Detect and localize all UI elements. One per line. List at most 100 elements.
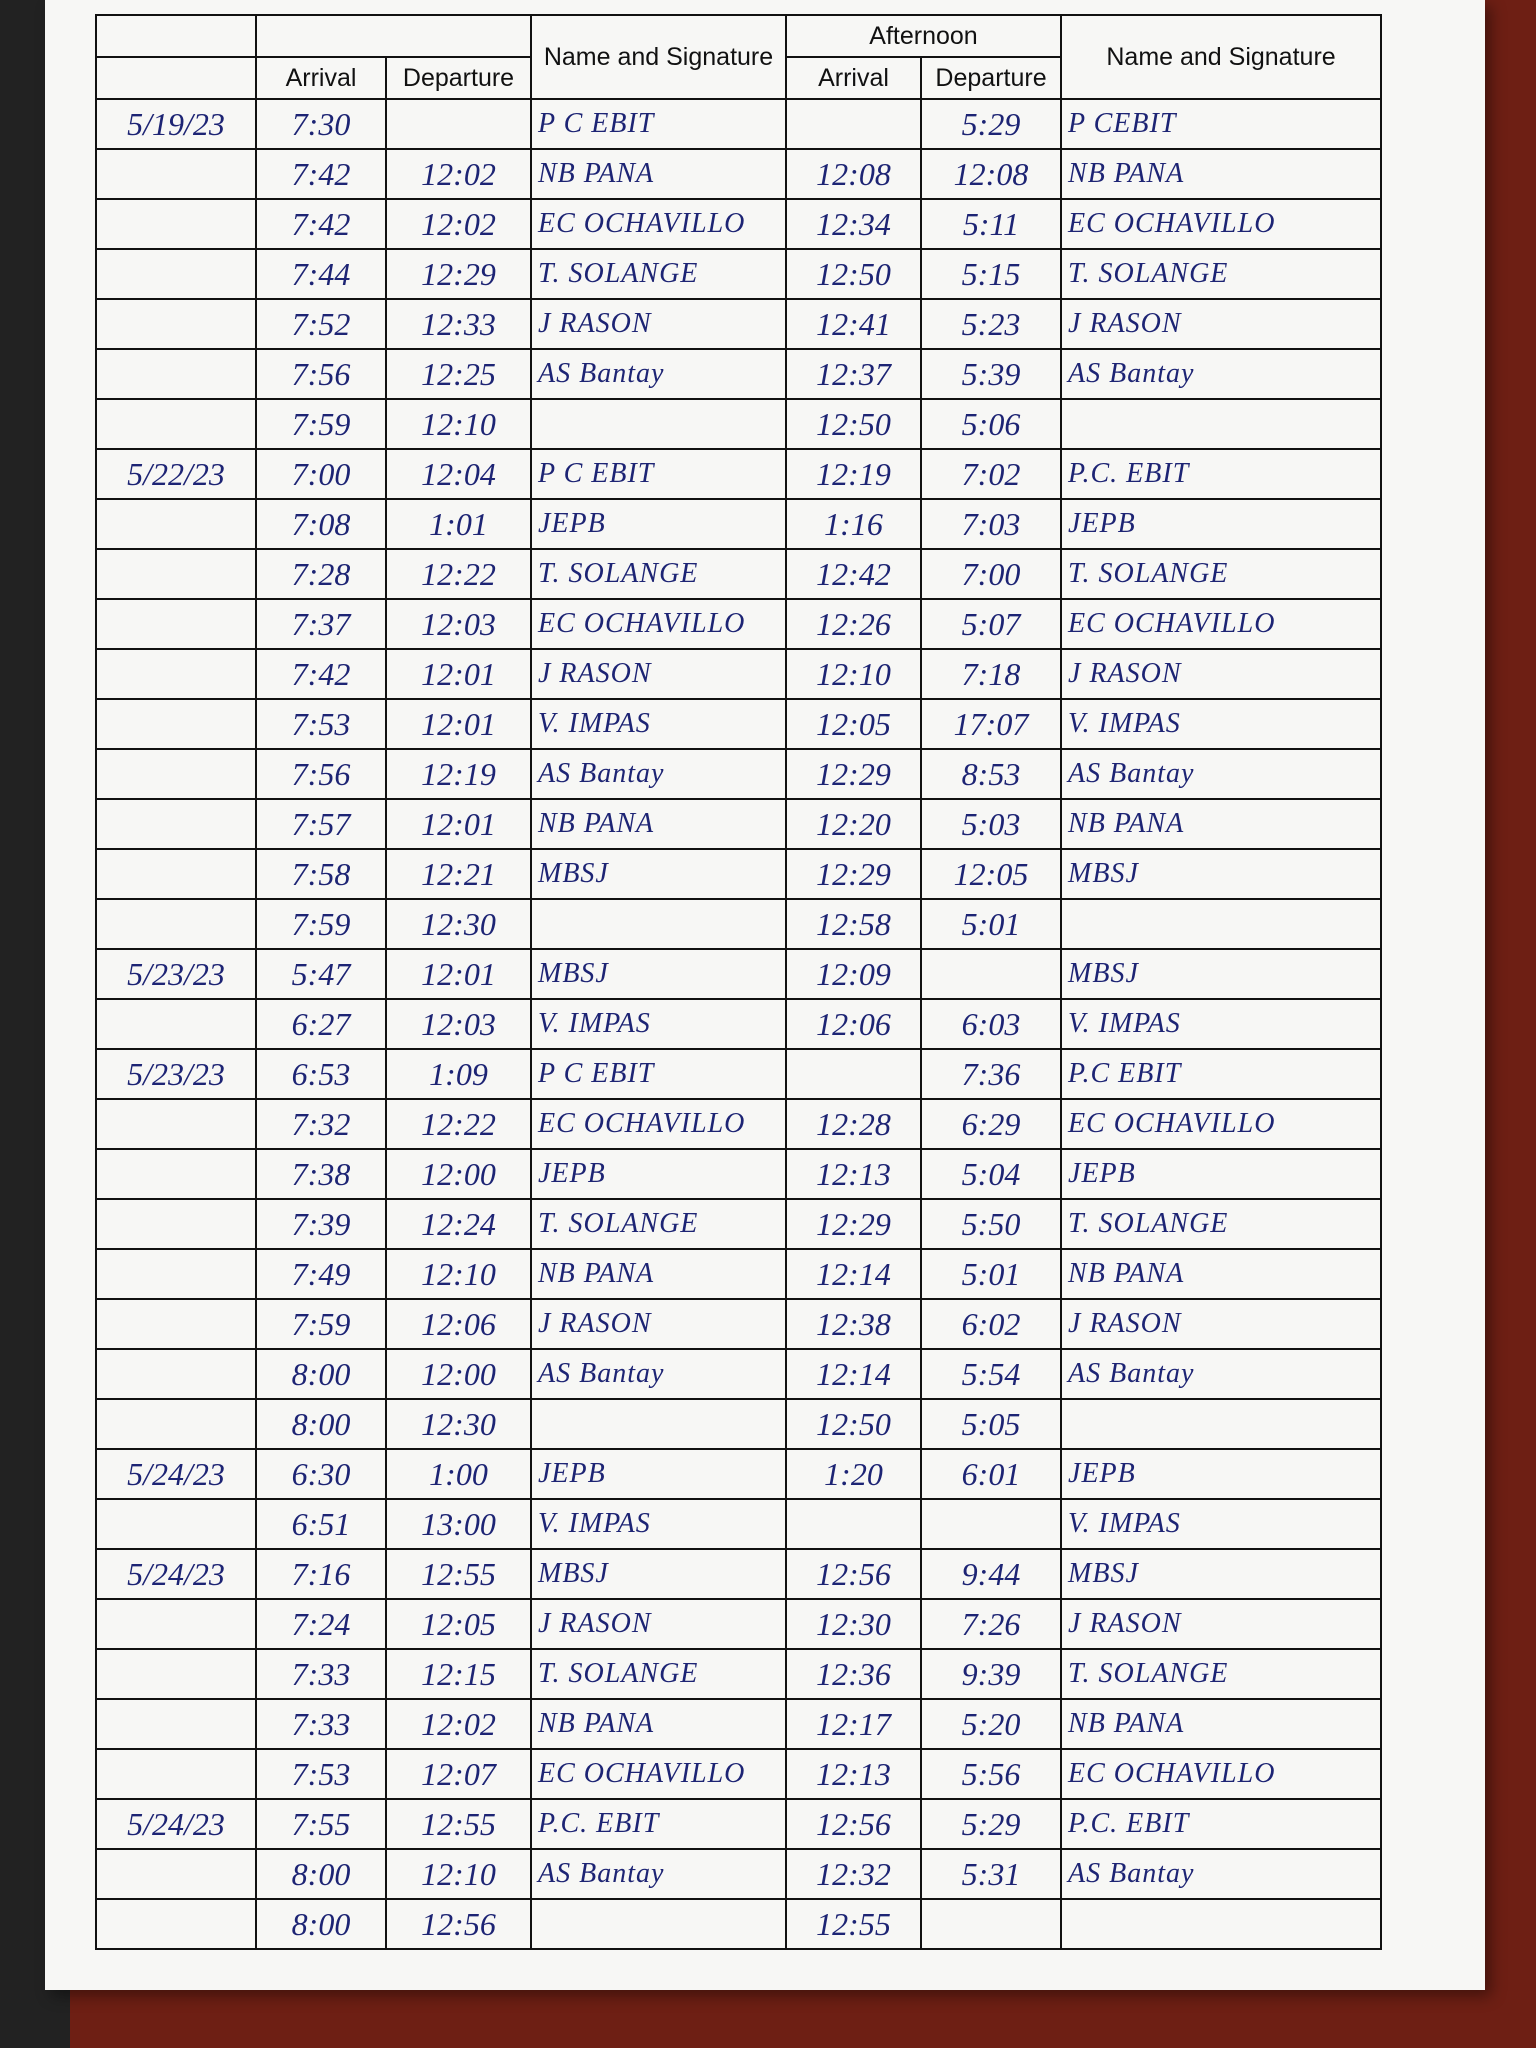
am-departure: 1:09 <box>385 1048 532 1100</box>
pm-name: MBSJ <box>1060 848 1383 900</box>
am-departure: 12:55 <box>385 1798 532 1850</box>
date: 5/24/23 <box>95 1798 257 1850</box>
pm-arrival: 12:28 <box>785 1098 922 1150</box>
date <box>95 1198 257 1250</box>
date <box>95 1498 257 1550</box>
pm-departure: 5:31 <box>919 1848 1063 1900</box>
pm-departure: 6:02 <box>919 1298 1063 1350</box>
am-name: AS Bantay <box>530 1848 787 1900</box>
pm-name: NB PANA <box>1060 1248 1383 1300</box>
date <box>95 598 257 650</box>
am-departure: 12:00 <box>385 1348 532 1400</box>
pm-departure: 6:01 <box>919 1448 1063 1500</box>
pm-departure: 6:03 <box>919 998 1063 1050</box>
am-name: JEPB <box>530 1448 787 1500</box>
pm-arrival: 12:56 <box>785 1548 922 1600</box>
attendance-table: Name and Signature Afternoon Name and Si… <box>95 14 1383 1950</box>
log-row: 7:53 12:01 V. IMPAS 12:05 17:07 V. IMPAS <box>95 698 1383 750</box>
am-arrival: 7:39 <box>255 1198 387 1250</box>
log-row: 7:38 12:00 JEPB 12:13 5:04 JEPB <box>95 1148 1383 1200</box>
pm-name: NB PANA <box>1060 1698 1383 1750</box>
am-departure: 12:00 <box>385 1148 532 1200</box>
pm-departure: 12:08 <box>919 148 1063 200</box>
am-departure: 12:24 <box>385 1198 532 1250</box>
log-row: 7:37 12:03 EC OCHAVILLO 12:26 5:07 EC OCHAVIL… <box>95 598 1383 650</box>
pm-departure: 8:53 <box>919 748 1063 800</box>
pm-arrival: 12:14 <box>785 1248 922 1300</box>
date <box>95 1898 257 1950</box>
am-departure: 12:21 <box>385 848 532 900</box>
pm-name: MBSJ <box>1060 948 1383 1000</box>
pm-arrival: 12:29 <box>785 1198 922 1250</box>
pm-departure: 5:56 <box>919 1748 1063 1800</box>
pm-arrival: 12:50 <box>785 1398 922 1450</box>
pm-arrival: 12:55 <box>785 1898 922 1950</box>
am-arrival: 7:49 <box>255 1248 387 1300</box>
pm-arrival: 1:16 <box>785 498 922 550</box>
pm-departure: 5:05 <box>919 1398 1063 1450</box>
pm-departure: 5:03 <box>919 798 1063 850</box>
am-departure: 12:01 <box>385 798 532 850</box>
pm-departure: 17:07 <box>919 698 1063 750</box>
am-departure: 12:01 <box>385 698 532 750</box>
log-row: 7:59 12:30 12:58 5:01 <box>95 898 1383 950</box>
am-name: J RASON <box>530 298 787 350</box>
header-cell: Departure <box>385 56 532 100</box>
log-row: 7:53 12:07 EC OCHAVILLO 12:13 5:56 EC OCHAVIL… <box>95 1748 1383 1800</box>
am-name: AS Bantay <box>530 348 787 400</box>
pm-arrival: 12:10 <box>785 648 922 700</box>
date <box>95 148 257 200</box>
log-row: 5/24/23 7:16 12:55 MBSJ 12:56 9:44 MBSJ <box>95 1548 1383 1600</box>
am-departure: 12:05 <box>385 1598 532 1650</box>
am-arrival: 8:00 <box>255 1848 387 1900</box>
am-arrival: 7:42 <box>255 648 387 700</box>
pm-departure <box>919 1898 1063 1950</box>
pm-name: EC OCHAVILLO <box>1060 1098 1383 1150</box>
log-row: 7:42 12:01 J RASON 12:10 7:18 J RASON <box>95 648 1383 700</box>
pm-departure: 7:02 <box>919 448 1063 500</box>
pm-arrival <box>785 98 922 150</box>
am-name: T. SOLANGE <box>530 548 787 600</box>
date <box>95 1648 257 1700</box>
am-departure: 12:10 <box>385 1248 532 1300</box>
log-row: 6:27 12:03 V. IMPAS 12:06 6:03 V. IMPAS <box>95 998 1383 1050</box>
am-arrival: 7:33 <box>255 1648 387 1700</box>
pm-departure <box>919 1498 1063 1550</box>
date <box>95 198 257 250</box>
log-row: 5/19/23 7:30 P C EBIT 5:29 P CEBIT <box>95 98 1383 150</box>
date <box>95 1348 257 1400</box>
pm-name: AS Bantay <box>1060 748 1383 800</box>
date <box>95 698 257 750</box>
am-arrival: 7:53 <box>255 698 387 750</box>
date <box>95 298 257 350</box>
am-name: AS Bantay <box>530 748 787 800</box>
am-arrival: 7:28 <box>255 548 387 600</box>
am-name <box>530 1398 787 1450</box>
am-name: V. IMPAS <box>530 698 787 750</box>
date <box>95 1148 257 1200</box>
date <box>95 798 257 850</box>
log-row: 7:44 12:29 T. SOLANGE 12:50 5:15 T. SOLANGE <box>95 248 1383 300</box>
pm-departure: 5:11 <box>919 198 1063 250</box>
am-name: NB PANA <box>530 798 787 850</box>
am-name: EC OCHAVILLO <box>530 198 787 250</box>
am-departure: 12:55 <box>385 1548 532 1600</box>
pm-departure: 5:29 <box>919 98 1063 150</box>
am-departure: 12:56 <box>385 1898 532 1950</box>
pm-arrival: 12:05 <box>785 698 922 750</box>
pm-departure: 5:01 <box>919 898 1063 950</box>
date <box>95 248 257 300</box>
am-arrival: 7:24 <box>255 1598 387 1650</box>
log-row: 7:28 12:22 T. SOLANGE 12:42 7:00 T. SOLANGE <box>95 548 1383 600</box>
table-body: 5/19/23 7:30 P C EBIT 5:29 P CEBIT 7:42 12:02 N… <box>95 98 1383 1950</box>
pm-arrival: 12:37 <box>785 348 922 400</box>
am-departure: 12:03 <box>385 598 532 650</box>
am-arrival: 6:27 <box>255 998 387 1050</box>
pm-arrival: 12:29 <box>785 748 922 800</box>
am-name: P C EBIT <box>530 1048 787 1100</box>
pm-name: T. SOLANGE <box>1060 1198 1383 1250</box>
am-arrival: 6:51 <box>255 1498 387 1550</box>
am-arrival: 7:32 <box>255 1098 387 1150</box>
date <box>95 498 257 550</box>
